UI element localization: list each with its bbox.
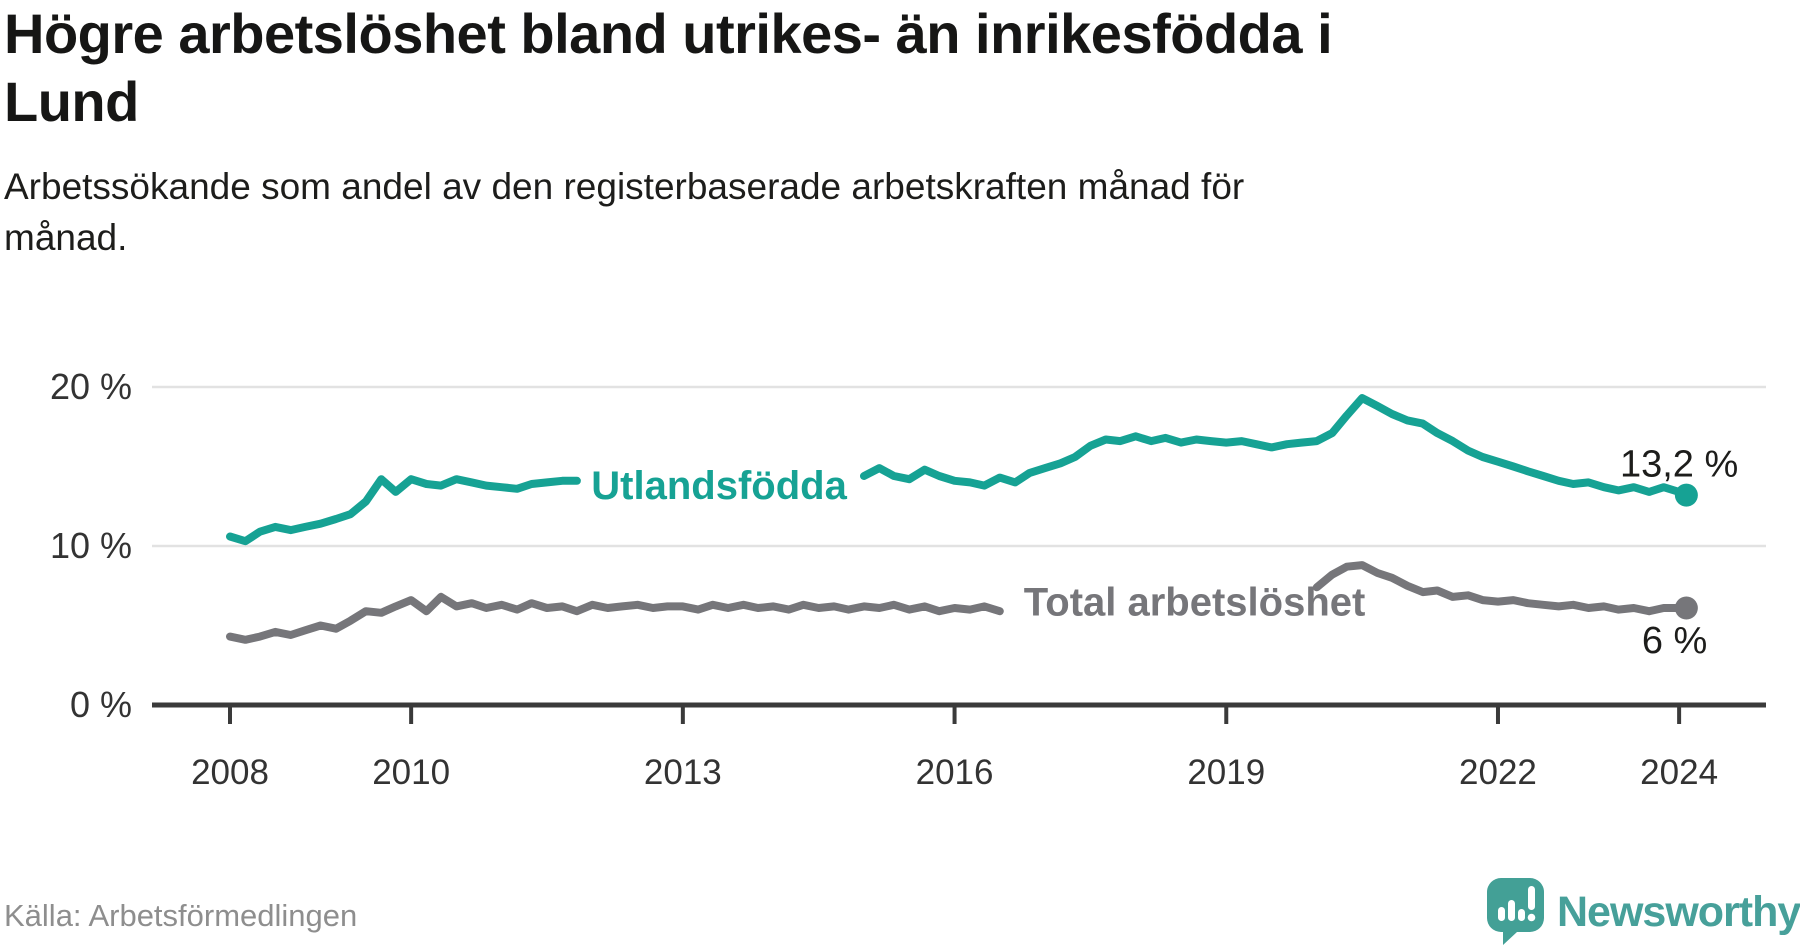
source-note: Källa: Arbetsförmedlingen — [4, 898, 358, 933]
x-axis-label: 2013 — [644, 753, 722, 792]
x-axis-label: 2019 — [1187, 753, 1265, 792]
subtitle-line-1: Arbetssökande som andel av den registerb… — [4, 166, 1245, 207]
title-line-1: Högre arbetslöshet bland utrikes- än inr… — [4, 2, 1333, 65]
series-end-dot — [1674, 596, 1698, 620]
subtitle-line-2: månad. — [4, 217, 128, 259]
newsworthy-logo: Newsworthy — [1487, 878, 1800, 946]
title-line-2: Lund — [4, 70, 139, 134]
y-axis-label: 20 % — [50, 366, 132, 407]
series-end-value-label: 13,2 % — [1620, 443, 1738, 485]
series-end-dot — [1674, 483, 1698, 507]
page-title: Högre arbetslöshet bland utrikes- än inr… — [4, 0, 1333, 137]
newsworthy-bubble-icon — [1487, 878, 1544, 945]
x-axis-label: 2024 — [1640, 753, 1718, 792]
x-axis-label: 2016 — [916, 753, 994, 792]
series-line — [860, 394, 1691, 500]
series-inline-label: Total arbetslöshet — [1024, 581, 1366, 625]
series-line — [226, 592, 1004, 644]
x-axis-label: 2008 — [191, 753, 269, 792]
x-axis-label: 2010 — [372, 753, 450, 792]
series-line — [226, 475, 581, 546]
y-axis-label: 0 % — [70, 684, 132, 725]
series-line — [1312, 561, 1691, 616]
y-axis-label: 10 % — [50, 525, 132, 566]
brand-name: Newsworthy — [1557, 887, 1800, 936]
series-inline-label: Utlandsfödda — [591, 464, 847, 508]
x-axis-label: 2022 — [1459, 753, 1537, 792]
series-end-value-label: 6 % — [1642, 620, 1707, 662]
chart-subtitle: Arbetssökande som andel av den registerb… — [4, 161, 1244, 263]
